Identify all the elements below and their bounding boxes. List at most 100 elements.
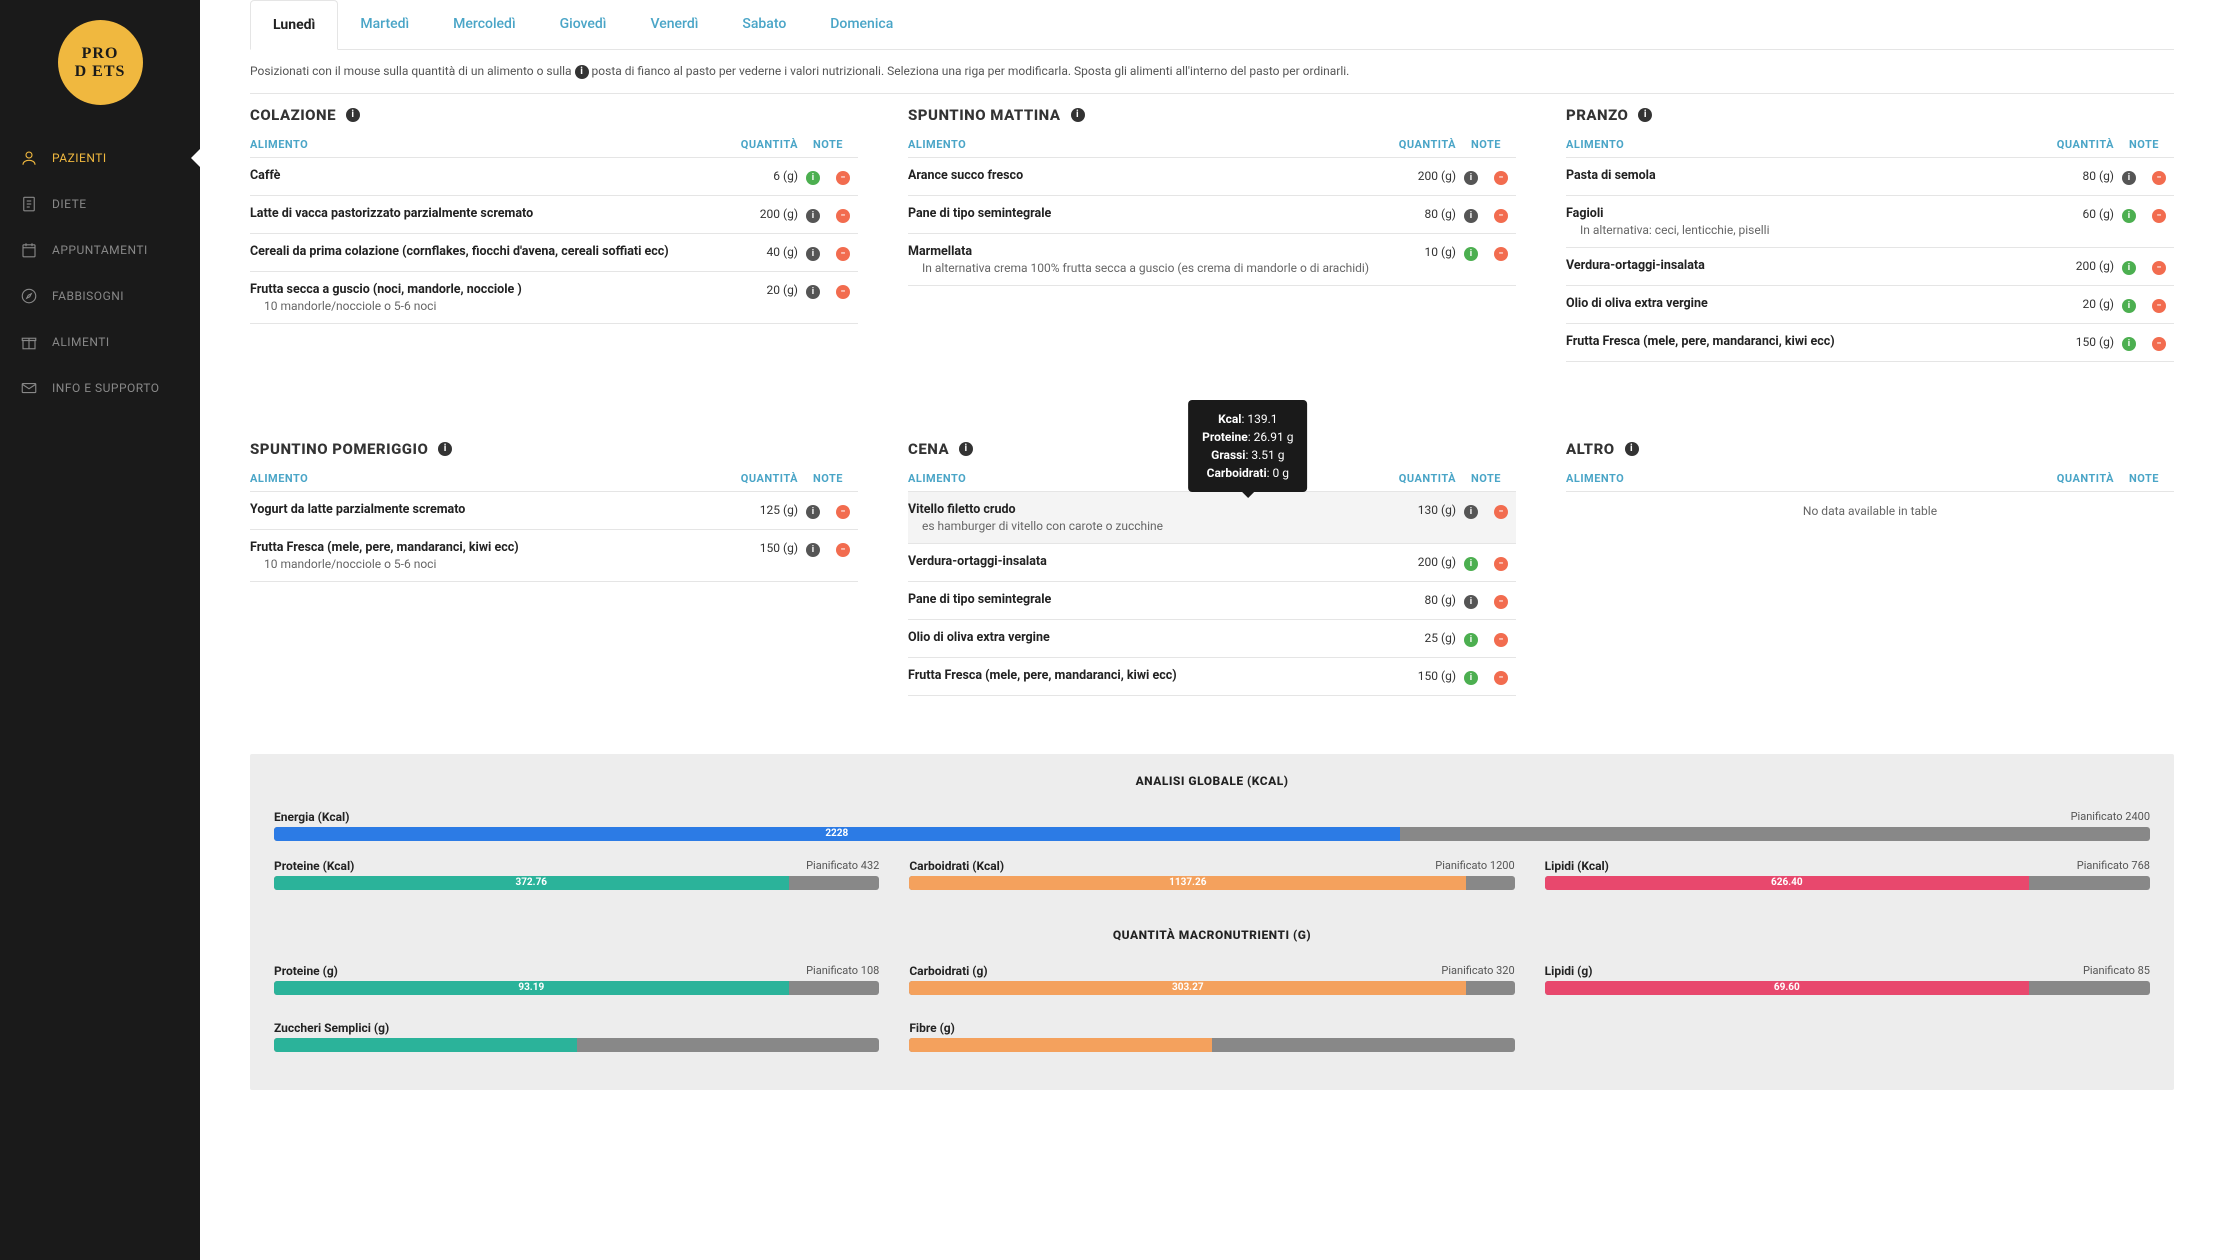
bar-label: Fibre (g) xyxy=(909,1021,955,1035)
remove-badge-icon[interactable]: − xyxy=(1494,671,1508,685)
food-name: Verdura-ortaggi-insalata xyxy=(908,554,1376,569)
hint-text: Posizionati con il mouse sulla quantità … xyxy=(250,50,2174,94)
analysis-bar: Carboidrati (g)Pianificato 320303.27 xyxy=(909,964,1514,995)
info-badge-icon[interactable]: i xyxy=(1464,209,1478,223)
food-row[interactable]: Latte di vacca pastorizzato parzialmente… xyxy=(250,196,858,234)
food-row[interactable]: Cereali da prima colazione (cornflakes, … xyxy=(250,234,858,272)
food-name: Pane di tipo semintegrale xyxy=(908,206,1376,221)
info-badge-icon[interactable]: i xyxy=(806,209,820,223)
meal-header: ALIMENTOQUANTITÀNOTE xyxy=(250,132,858,158)
nav-item-alimenti[interactable]: ALIMENTI xyxy=(0,319,200,365)
tab-domenica[interactable]: Domenica xyxy=(808,0,915,49)
remove-badge-icon[interactable]: − xyxy=(1494,633,1508,647)
info-icon[interactable]: i xyxy=(1071,108,1085,122)
info-icon[interactable]: i xyxy=(346,108,360,122)
remove-badge-icon[interactable]: − xyxy=(836,209,850,223)
food-row[interactable]: Caffè6 (g)i− xyxy=(250,158,858,196)
nav-item-pazienti[interactable]: PAZIENTI xyxy=(0,135,200,181)
food-qty: 150 (g) xyxy=(2034,334,2114,349)
info-badge-icon[interactable]: i xyxy=(1464,557,1478,571)
bar-fill: 303.27 xyxy=(909,981,1466,995)
remove-badge-icon[interactable]: − xyxy=(1494,209,1508,223)
food-row[interactable]: Yogurt da latte parzialmente scremato125… xyxy=(250,492,858,530)
food-row[interactable]: Frutta Fresca (mele, pere, mandaranci, k… xyxy=(250,530,858,582)
remove-badge-icon[interactable]: − xyxy=(1494,557,1508,571)
tab-venerdì[interactable]: Venerdì xyxy=(628,0,720,49)
logo: PRO D ETS xyxy=(58,20,143,105)
remove-badge-icon[interactable]: − xyxy=(2152,171,2166,185)
remove-badge-icon[interactable]: − xyxy=(2152,337,2166,351)
food-row[interactable]: Pane di tipo semintegrale80 (g)i− xyxy=(908,196,1516,234)
food-name: FagioliIn alternativa: ceci, lenticchie,… xyxy=(1566,206,2034,237)
info-icon[interactable]: i xyxy=(438,442,452,456)
info-badge-icon[interactable]: i xyxy=(806,543,820,557)
food-row[interactable]: Pane di tipo semintegrale80 (g)i− xyxy=(908,582,1516,620)
meal-block: SPUNTINO MATTINAiALIMENTOQUANTITÀNOTEAra… xyxy=(908,106,1516,362)
info-badge-icon[interactable]: i xyxy=(2122,171,2136,185)
food-row[interactable]: Frutta Fresca (mele, pere, mandaranci, k… xyxy=(1566,324,2174,362)
meal-title: COLAZIONEi xyxy=(250,106,858,124)
food-row[interactable]: MarmellataIn alternativa crema 100% frut… xyxy=(908,234,1516,286)
remove-badge-icon[interactable]: − xyxy=(1494,247,1508,261)
food-row[interactable]: Olio di oliva extra vergine25 (g)i− xyxy=(908,620,1516,658)
info-badge-icon[interactable]: i xyxy=(2122,261,2136,275)
remove-badge-icon[interactable]: − xyxy=(2152,261,2166,275)
remove-badge-icon[interactable]: − xyxy=(1494,595,1508,609)
info-badge-icon[interactable]: i xyxy=(1464,247,1478,261)
food-row[interactable]: Frutta Fresca (mele, pere, mandaranci, k… xyxy=(908,658,1516,696)
tab-lunedì[interactable]: Lunedì xyxy=(250,0,338,50)
remove-badge-icon[interactable]: − xyxy=(836,171,850,185)
tab-mercoledì[interactable]: Mercoledì xyxy=(431,0,537,49)
analysis-macro-title: QUANTITÀ MACRONUTRIENTI (G) xyxy=(274,928,2150,942)
food-row[interactable]: Verdura-ortaggi-insalata200 (g)i− xyxy=(1566,248,2174,286)
remove-badge-icon[interactable]: − xyxy=(1494,505,1508,519)
food-row[interactable]: Pasta di semola80 (g)i− xyxy=(1566,158,2174,196)
info-badge-icon[interactable]: i xyxy=(1464,505,1478,519)
remove-badge-icon[interactable]: − xyxy=(2152,209,2166,223)
analysis-bar: Proteine (g)Pianificato 10893.19 xyxy=(274,964,879,995)
info-badge-icon[interactable]: i xyxy=(806,285,820,299)
bar-label: Proteine (g) xyxy=(274,964,338,978)
info-icon[interactable]: i xyxy=(1625,442,1639,456)
remove-badge-icon[interactable]: − xyxy=(836,285,850,299)
food-row[interactable]: Kcal: 139.1Proteine: 26.91 gGrassi: 3.51… xyxy=(908,492,1516,544)
food-row[interactable]: Verdura-ortaggi-insalata200 (g)i− xyxy=(908,544,1516,582)
info-badge-icon[interactable]: i xyxy=(2122,209,2136,223)
calendar-icon xyxy=(20,241,38,259)
info-icon[interactable]: i xyxy=(959,442,973,456)
food-actions: i− xyxy=(798,244,858,261)
info-badge-icon[interactable]: i xyxy=(806,505,820,519)
nav-item-appuntamenti[interactable]: APPUNTAMENTI xyxy=(0,227,200,273)
food-row[interactable]: Olio di oliva extra vergine20 (g)i− xyxy=(1566,286,2174,324)
info-badge-icon[interactable]: i xyxy=(1464,633,1478,647)
tab-giovedì[interactable]: Giovedì xyxy=(538,0,629,49)
food-actions: i− xyxy=(1456,630,1516,647)
remove-badge-icon[interactable]: − xyxy=(836,247,850,261)
info-badge-icon[interactable]: i xyxy=(2122,337,2136,351)
food-actions: i− xyxy=(798,502,858,519)
remove-badge-icon[interactable]: − xyxy=(836,543,850,557)
bar-fill: 2228 xyxy=(274,827,1400,841)
remove-badge-icon[interactable]: − xyxy=(2152,299,2166,313)
nav-item-fabbisogni[interactable]: FABBISOGNI xyxy=(0,273,200,319)
tab-martedì[interactable]: Martedì xyxy=(338,0,431,49)
food-row[interactable]: FagioliIn alternativa: ceci, lenticchie,… xyxy=(1566,196,2174,248)
nav-item-info-e-supporto[interactable]: INFO E SUPPORTO xyxy=(0,365,200,411)
info-badge-icon[interactable]: i xyxy=(2122,299,2136,313)
info-badge-icon[interactable]: i xyxy=(806,247,820,261)
food-row[interactable]: Arance succo fresco200 (g)i− xyxy=(908,158,1516,196)
info-icon[interactable]: i xyxy=(1638,108,1652,122)
info-badge-icon[interactable]: i xyxy=(1464,671,1478,685)
food-alt: 10 mandorle/nocciole o 5-6 noci xyxy=(250,299,718,313)
info-badge-icon[interactable]: i xyxy=(1464,171,1478,185)
tab-sabato[interactable]: Sabato xyxy=(720,0,808,49)
main-content: LunedìMartedìMercoledìGiovedìVenerdìSaba… xyxy=(200,0,2224,1260)
info-badge-icon[interactable]: i xyxy=(806,171,820,185)
info-icon: i xyxy=(575,65,589,79)
nav-item-diete[interactable]: DIETE xyxy=(0,181,200,227)
info-badge-icon[interactable]: i xyxy=(1464,595,1478,609)
remove-badge-icon[interactable]: − xyxy=(1494,171,1508,185)
remove-badge-icon[interactable]: − xyxy=(836,505,850,519)
mail-icon xyxy=(20,379,38,397)
food-row[interactable]: Frutta secca a guscio (noci, mandorle, n… xyxy=(250,272,858,324)
